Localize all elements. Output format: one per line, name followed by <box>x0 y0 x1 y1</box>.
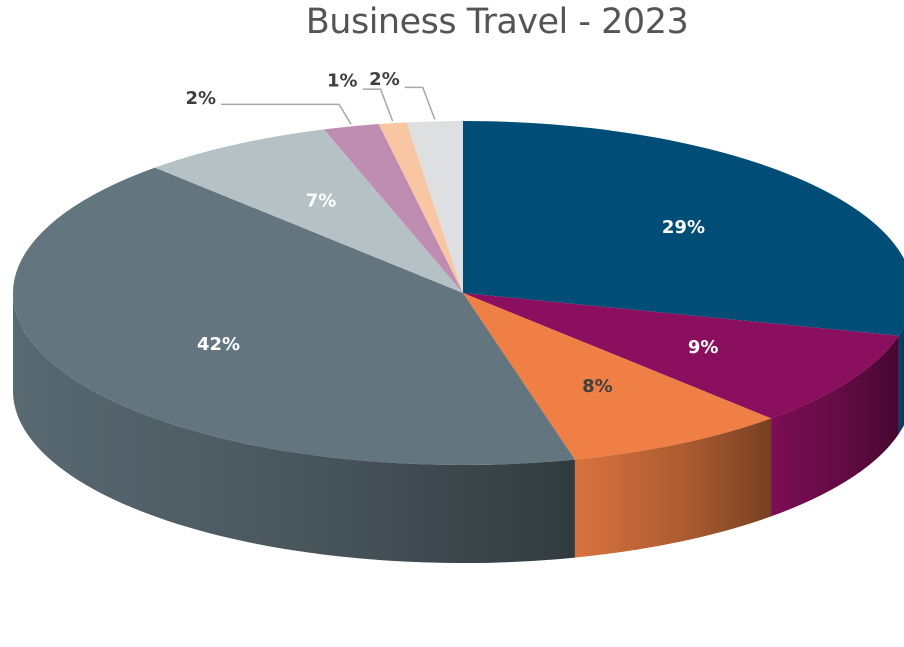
pie-side-1 <box>771 335 899 517</box>
slice-label-3: 42% <box>197 334 240 355</box>
pie-side-0 <box>898 327 904 434</box>
leader-lines <box>221 86 436 125</box>
pie-slice-2 <box>463 293 772 460</box>
leader-line-6 <box>362 88 394 122</box>
slice-label-6: 1% <box>327 71 358 92</box>
slice-label-2: 8% <box>582 376 613 397</box>
pie-slice-1 <box>463 293 899 419</box>
pie-slice-6 <box>378 122 463 293</box>
pie-side-3 <box>13 293 575 564</box>
pie-slice-3 <box>12 167 575 466</box>
slice-label-0: 29% <box>662 217 705 238</box>
slice-labels: 29% 9% 8% 42% 7% 2% 1% 2% <box>186 69 719 397</box>
slice-label-4: 7% <box>306 191 337 212</box>
slice-label-5: 2% <box>186 88 217 109</box>
slice-label-1: 9% <box>688 337 719 358</box>
leader-line-7 <box>404 86 436 120</box>
pie-slice-0 <box>463 121 904 336</box>
pie-slice-7 <box>406 121 463 293</box>
pie-slice-4 <box>154 129 463 293</box>
pie-slice-5 <box>323 124 463 293</box>
pie-sides <box>13 293 904 564</box>
chart-title: Business Travel - 2023 <box>305 2 689 42</box>
pie-tops <box>12 121 904 466</box>
slice-label-7: 2% <box>369 69 400 90</box>
pie-side-2 <box>574 418 772 558</box>
leader-line-5 <box>221 103 352 125</box>
